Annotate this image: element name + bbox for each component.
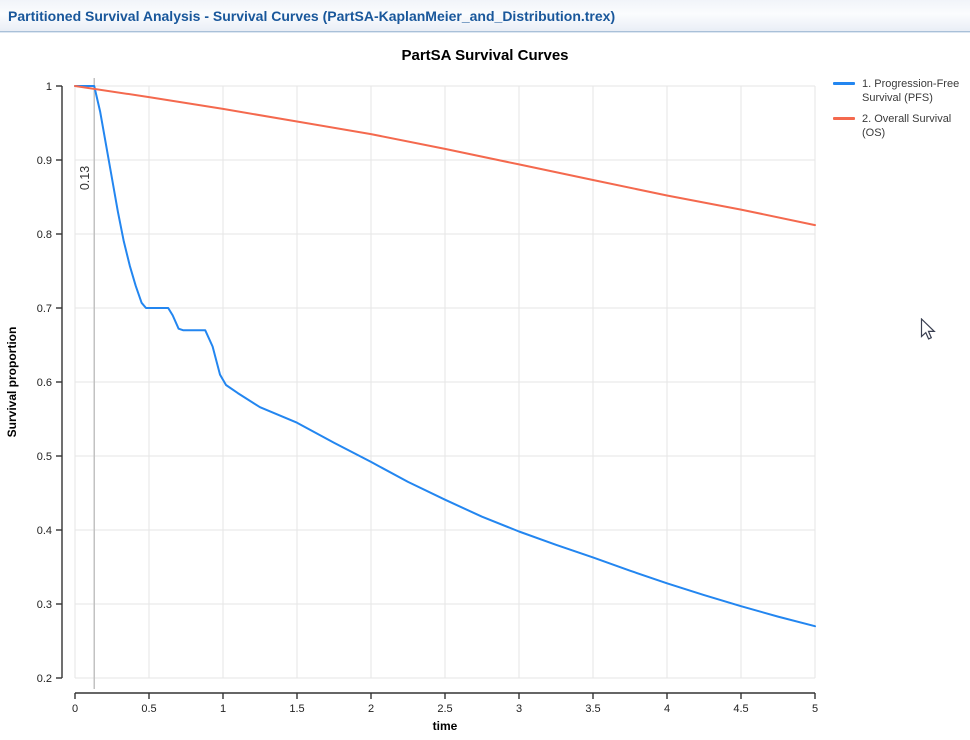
y-axis-label: Survival proportion <box>5 327 19 438</box>
os-line-swatch <box>833 117 855 120</box>
x-tick-label: 4 <box>664 703 670 715</box>
x-tick-label: 5 <box>812 703 818 715</box>
y-tick-label: 0.9 <box>37 155 52 167</box>
pfs-line-swatch <box>833 82 855 85</box>
x-tick-label: 0 <box>72 703 78 715</box>
os-curve[interactable] <box>74 85 816 227</box>
x-tick-label: 3.5 <box>585 703 600 715</box>
survival-chart: PartSA Survival Curves 0.13 1 0.9 0.8 0.7 0.… <box>5 47 818 733</box>
y-axis: 1 0.9 0.8 0.7 0.6 0.5 0.4 0.3 0.2 <box>37 81 63 685</box>
x-tick-label: 3 <box>516 703 522 715</box>
x-tick-label: 2 <box>368 703 374 715</box>
gridlines <box>74 85 816 679</box>
x-tick-label: 1 <box>220 703 226 715</box>
legend-label-os: 2. Overall Survival (OS) <box>862 113 952 139</box>
legend-item-pfs: 1. Progression-Free Survival (PFS) <box>833 77 965 105</box>
y-tick-label: 0.5 <box>37 451 52 463</box>
pfs-curve[interactable] <box>74 85 816 628</box>
y-tick-label: 0.8 <box>37 229 52 241</box>
y-tick-label: 0.4 <box>37 525 52 537</box>
x-tick-label: 4.5 <box>733 703 748 715</box>
x-axis: 0 0.5 1 1.5 2 2.5 3 3.5 4 4.5 5 <box>72 692 818 715</box>
y-tick-label: 1 <box>46 81 52 93</box>
window-title: Partitioned Survival Analysis - Survival… <box>8 7 616 24</box>
y-tick-label: 0.2 <box>37 673 52 685</box>
legend-item-os: 2. Overall Survival (OS) <box>833 112 965 140</box>
x-tick-label: 1.5 <box>289 703 304 715</box>
chart-title: PartSA Survival Curves <box>401 47 568 64</box>
x-tick-label: 0.5 <box>141 703 156 715</box>
mouse-cursor-arrow <box>920 318 936 340</box>
x-tick-label: 2.5 <box>437 703 452 715</box>
legend: 1. Progression-Free Survival (PFS) 2. Ov… <box>833 77 965 147</box>
y-tick-label: 0.7 <box>37 303 52 315</box>
annotation-label: 0.13 <box>78 166 92 190</box>
y-tick-label: 0.6 <box>37 377 52 389</box>
annotation-group: 0.13 <box>78 78 95 689</box>
curves <box>74 85 816 628</box>
legend-label-pfs: 1. Progression-Free Survival (PFS) <box>862 78 960 104</box>
y-tick-label: 0.3 <box>37 599 52 611</box>
window-title-bar: Partitioned Survival Analysis - Survival… <box>0 0 970 32</box>
x-axis-label: time <box>433 719 458 733</box>
mouse-cursor <box>920 318 936 340</box>
